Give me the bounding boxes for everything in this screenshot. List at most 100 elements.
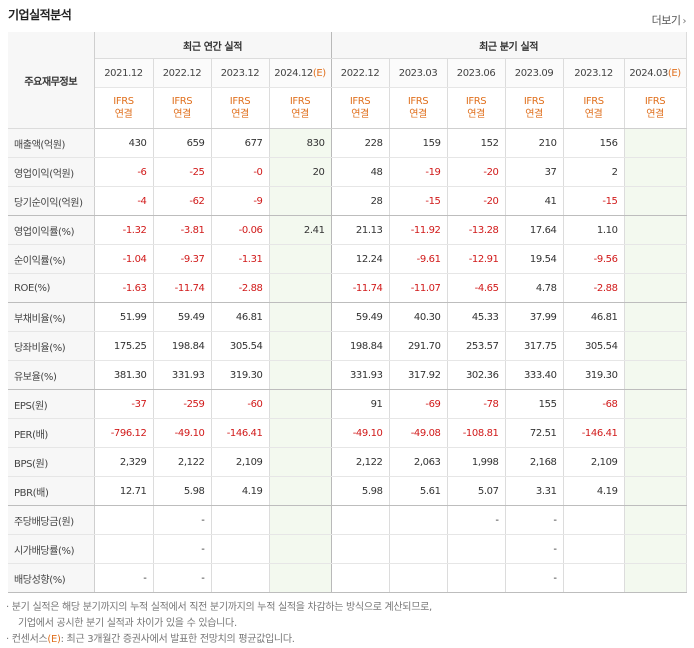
table-cell: 5.98 bbox=[331, 476, 390, 506]
more-link[interactable]: 더보기 › bbox=[651, 14, 687, 27]
table-cell: 12.71 bbox=[94, 476, 154, 506]
table-cell: 2,168 bbox=[505, 447, 564, 477]
table-cell: 2,109 bbox=[563, 447, 625, 477]
table-cell: - bbox=[153, 505, 212, 535]
table-cell bbox=[447, 563, 506, 593]
table-cell: 3.31 bbox=[505, 476, 564, 506]
table-row: 유보율(%) 381.30 331.93 319.30 331.93 317.92 302.… bbox=[8, 360, 687, 390]
table-cell: 46.81 bbox=[211, 302, 270, 332]
table-cell: 20 bbox=[269, 157, 332, 187]
row-label: 당좌비율(%) bbox=[8, 331, 95, 361]
table-cell: 48 bbox=[331, 157, 390, 187]
chevron-right-icon: › bbox=[682, 16, 687, 27]
table-cell: -108.81 bbox=[447, 418, 506, 448]
table-cell: 175.25 bbox=[94, 331, 154, 361]
ifrs-label: IFRS 연결 bbox=[563, 87, 625, 129]
table-cell: 2,122 bbox=[153, 447, 212, 477]
table-cell bbox=[624, 244, 687, 274]
table-row: 시가배당률(%) - - bbox=[8, 534, 687, 564]
financial-table: 주요재무정보 최근 연간 실적 최근 분기 실적 2021.12 2022.12 2… bbox=[8, 32, 687, 593]
table-row: ROE(%) -1.63 -11.74 -2.88 -11.74 -11.07 -4.65 4… bbox=[8, 273, 687, 303]
period-header: 2023.03 bbox=[389, 58, 448, 88]
table-cell: -1.04 bbox=[94, 244, 154, 274]
table-cell: 46.81 bbox=[563, 302, 625, 332]
table-cell bbox=[447, 534, 506, 564]
table-cell: -78 bbox=[447, 389, 506, 419]
table-cell: 19.54 bbox=[505, 244, 564, 274]
footnotes: · 분기 실적은 해당 분기까지의 누적 실적에서 직전 분기까지의 누적 실적… bbox=[6, 600, 432, 648]
row-label: 부채비율(%) bbox=[8, 302, 95, 332]
table-cell: 198.84 bbox=[153, 331, 212, 361]
table-cell: -13.28 bbox=[447, 215, 506, 245]
table-cell bbox=[624, 563, 687, 593]
ifrs-label: IFRS 연결 bbox=[269, 87, 332, 129]
table-cell: -12.91 bbox=[447, 244, 506, 274]
table-cell bbox=[269, 244, 332, 274]
table-cell: 21.13 bbox=[331, 215, 390, 245]
table-cell: 4.19 bbox=[211, 476, 270, 506]
table-row: PER(배) -796.12 -49.10 -146.41 -49.10 -49.08 -1… bbox=[8, 418, 687, 448]
table-cell: 45.33 bbox=[447, 302, 506, 332]
table-cell: 302.36 bbox=[447, 360, 506, 390]
note-1: · 분기 실적은 해당 분기까지의 누적 실적에서 직전 분기까지의 누적 실적… bbox=[6, 602, 432, 613]
table-cell bbox=[563, 505, 625, 535]
table-cell bbox=[624, 273, 687, 303]
table-cell: - bbox=[447, 505, 506, 535]
table-cell bbox=[269, 273, 332, 303]
table-cell bbox=[94, 505, 154, 535]
table-row: PBR(배) 12.71 5.98 4.19 5.98 5.61 5.07 3.31 4.19 bbox=[8, 476, 687, 506]
row-label: 당기순이익(억원) bbox=[8, 186, 95, 216]
table-cell: 331.93 bbox=[153, 360, 212, 390]
table-cell: -68 bbox=[563, 389, 625, 419]
table-cell: -37 bbox=[94, 389, 154, 419]
row-label: ROE(%) bbox=[8, 273, 95, 303]
table-cell: -20 bbox=[447, 157, 506, 187]
table-cell: 59.49 bbox=[153, 302, 212, 332]
table-cell: -49.08 bbox=[389, 418, 448, 448]
table-cell bbox=[624, 360, 687, 390]
table-cell: -6 bbox=[94, 157, 154, 187]
table-cell: 317.75 bbox=[505, 331, 564, 361]
table-row: 당기순이익(억원) -4 -62 -9 28 -15 -20 41 -15 bbox=[8, 186, 687, 216]
table-cell: 91 bbox=[331, 389, 390, 419]
table-row: 매출액(억원) 430 659 677 830 228 159 152 210 156 bbox=[8, 128, 687, 158]
table-cell: 333.40 bbox=[505, 360, 564, 390]
table-cell bbox=[269, 331, 332, 361]
table-cell: -2.88 bbox=[563, 273, 625, 303]
table-cell bbox=[331, 563, 390, 593]
table-cell: -15 bbox=[563, 186, 625, 216]
period-header: 2023.09 bbox=[505, 58, 564, 88]
row-header: 주요재무정보 bbox=[8, 32, 95, 129]
estimate-marker: (E) bbox=[312, 67, 326, 79]
table-cell: 331.93 bbox=[331, 360, 390, 390]
table-cell: -49.10 bbox=[331, 418, 390, 448]
table-cell: -4 bbox=[94, 186, 154, 216]
table-cell: 156 bbox=[563, 128, 625, 158]
table-cell: - bbox=[505, 505, 564, 535]
row-label: 영업이익률(%) bbox=[8, 215, 95, 245]
table-cell: 659 bbox=[153, 128, 212, 158]
table-cell bbox=[624, 505, 687, 535]
ifrs-label: IFRS 연결 bbox=[505, 87, 564, 129]
row-label: 순이익률(%) bbox=[8, 244, 95, 274]
table-cell: 51.99 bbox=[94, 302, 154, 332]
table-cell: 2,329 bbox=[94, 447, 154, 477]
table-cell: 12.24 bbox=[331, 244, 390, 274]
table-cell: -1.63 bbox=[94, 273, 154, 303]
table-cell: -9.37 bbox=[153, 244, 212, 274]
table-cell: 430 bbox=[94, 128, 154, 158]
table-cell: 5.07 bbox=[447, 476, 506, 506]
table-cell: -2.88 bbox=[211, 273, 270, 303]
row-label: 배당성향(%) bbox=[8, 563, 95, 593]
table-cell bbox=[211, 563, 270, 593]
table-cell bbox=[624, 157, 687, 187]
table-row: 영업이익률(%) -1.32 -3.81 -0.06 2.41 21.13 -11.92 -1… bbox=[8, 215, 687, 245]
table-cell: - bbox=[505, 534, 564, 564]
table-cell: -15 bbox=[389, 186, 448, 216]
table-cell: 72.51 bbox=[505, 418, 564, 448]
table-cell: -20 bbox=[447, 186, 506, 216]
table-cell: -11.92 bbox=[389, 215, 448, 245]
table-cell: 198.84 bbox=[331, 331, 390, 361]
table-cell bbox=[269, 476, 332, 506]
table-cell: 5.98 bbox=[153, 476, 212, 506]
